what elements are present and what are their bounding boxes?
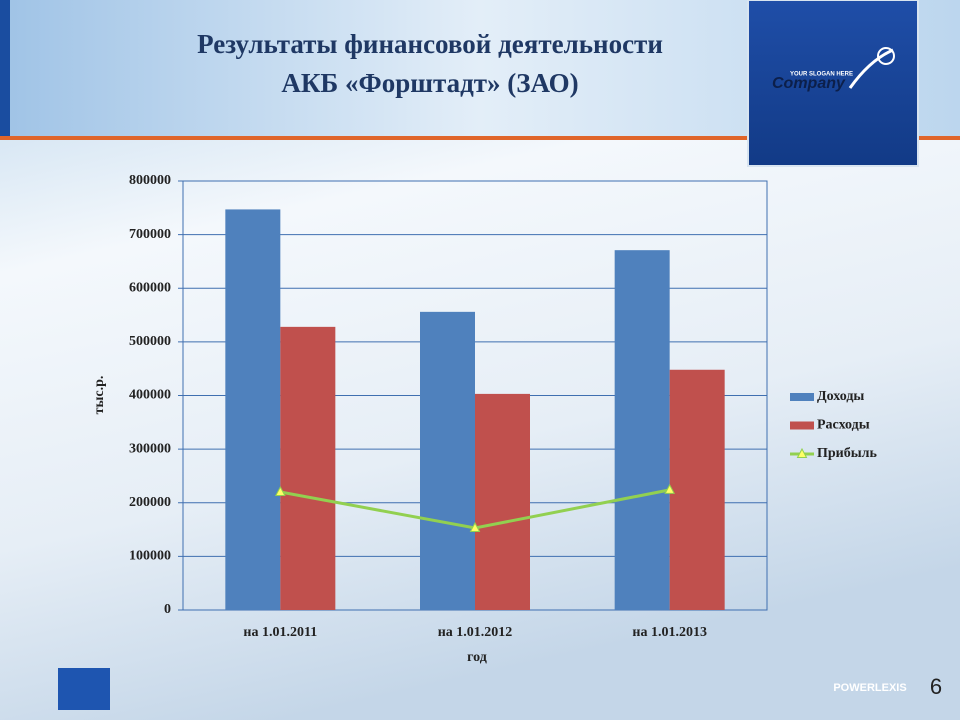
legend-label: Доходы [817, 389, 864, 404]
bar [614, 250, 670, 610]
line-marker [664, 483, 675, 494]
line-marker [275, 485, 286, 497]
logo-swoosh [848, 48, 894, 89]
header-line [0, 136, 960, 140]
y-tick-label: 800000 [129, 173, 171, 188]
y-tick-label: 200000 [129, 495, 171, 510]
logo-box [747, 0, 919, 167]
header-accent [0, 0, 10, 136]
line-marker [469, 521, 481, 532]
legend-swatch [796, 447, 808, 458]
y-tick-label: 400000 [129, 388, 171, 403]
y-tick-label: 500000 [129, 334, 171, 349]
bar [420, 311, 475, 610]
bar [225, 209, 281, 610]
logo-slogan: YOUR SLOGAN HERE [790, 72, 853, 78]
y-tick-label: 300000 [129, 441, 171, 456]
bar [280, 326, 336, 610]
legend-swatch [790, 421, 814, 430]
slide-title: Результаты финансовой деятельности [197, 29, 663, 59]
page-number: 6 [930, 674, 942, 699]
logo-text: Company [772, 75, 846, 92]
brand: POWERLEXIS [833, 682, 906, 694]
y-tick-label: 600000 [129, 280, 171, 295]
x-tick-label: на 1.01.2013 [632, 625, 707, 640]
x-tick-label: на 1.01.2012 [438, 625, 513, 640]
slide-title: АКБ «Форштадт» (ЗАО) [281, 68, 578, 98]
logo-circle [877, 47, 895, 65]
x-tick-label: на 1.01.2011 [243, 625, 317, 640]
bar [475, 393, 530, 610]
y-tick-label: 0 [164, 602, 171, 617]
bar [669, 369, 725, 610]
x-axis-label: год [467, 650, 487, 665]
corner-square [58, 668, 110, 710]
legend-swatch [790, 393, 814, 401]
legend-label: Расходы [817, 418, 870, 433]
y-tick-label: 700000 [129, 227, 171, 242]
y-axis-label: тыс.р. [92, 376, 107, 415]
y-tick-label: 100000 [129, 549, 171, 564]
legend-label: Прибыль [817, 446, 878, 461]
